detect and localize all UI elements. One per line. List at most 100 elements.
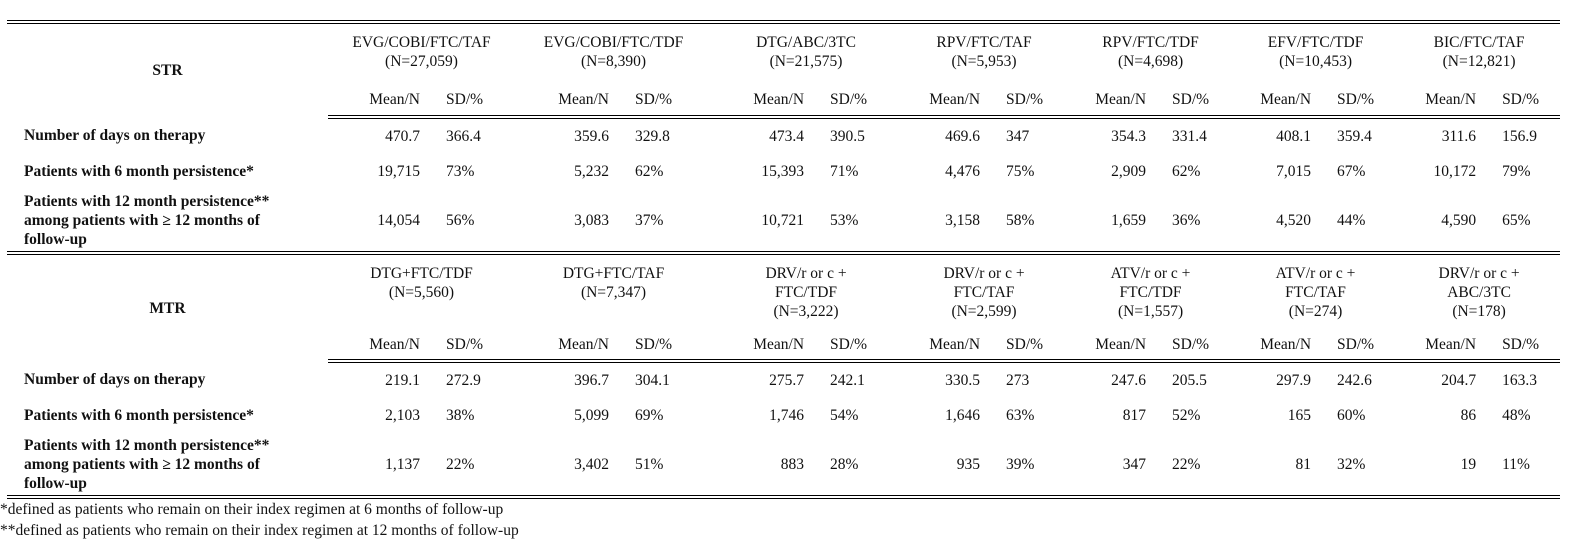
- mean-n-cell: 5,232: [574, 162, 609, 180]
- sd-pct-cell: 75%: [1006, 162, 1035, 180]
- subheader-row: Mean/N SD/% Mean/N SD/% Mean/N SD/% Mean/N SD/%…: [7, 335, 1561, 363]
- mean-n-header: Mean/N: [1068, 335, 1159, 363]
- mean-n-cell: 275.7: [769, 371, 805, 389]
- mean-n-cell: 354.3: [1111, 127, 1147, 145]
- mean-n-cell: 3,158: [900, 189, 993, 255]
- sd-pct-header: SD/%: [992, 90, 1069, 119]
- sd-pct-cell: 11%: [1488, 433, 1561, 499]
- sd-pct-header: SD/%: [1158, 335, 1234, 363]
- mean-n-cell: 15,393: [761, 162, 805, 180]
- mean-n-cell: 408.1: [1276, 127, 1312, 145]
- mean-n-cell: 219.1: [385, 371, 420, 389]
- sd-pct-cell: 62%: [1172, 162, 1201, 180]
- sd-pct-cell: 39%: [992, 433, 1069, 499]
- regimen-n: (N=27,059): [385, 53, 458, 70]
- table-row: Patients with 12 month persistence** amo…: [7, 433, 1561, 499]
- table-row: Patients with 6 month persistence* 2,103 3…: [7, 397, 1560, 433]
- regimen-header: DTG+FTC/TAF (N=7,347): [515, 251, 713, 335]
- sd-pct-header: SD/%: [1488, 335, 1561, 363]
- mean-n-header: Mean/N: [328, 90, 432, 119]
- table-row: Number of days on therapy 470.7 366.4 359.6…: [7, 117, 1560, 153]
- sd-pct-cell: 347: [1006, 127, 1030, 145]
- regimen-n: (N=4,698): [1117, 53, 1184, 70]
- table-row: Number of days on therapy 219.1 272.9 396.7…: [7, 361, 1560, 397]
- sd-pct-cell: 272.9: [446, 371, 481, 389]
- mean-n-cell: 1,659: [1068, 189, 1159, 255]
- regimen-name: ATV/r or c + FTC/TAF: [1275, 265, 1356, 301]
- mean-n-cell: 4,590: [1398, 189, 1489, 255]
- sd-pct-cell: 242.1: [830, 371, 865, 389]
- sd-pct-cell: 205.5: [1172, 371, 1207, 389]
- regimen-name: ATV/r or c + FTC/TDF: [1110, 265, 1191, 301]
- sd-pct-cell: 156.9: [1502, 127, 1537, 145]
- sd-pct-cell: 331.4: [1172, 127, 1207, 145]
- sd-pct-cell: 163.3: [1502, 371, 1537, 389]
- mean-n-header: Mean/N: [712, 90, 817, 119]
- sd-pct-cell: 22%: [432, 433, 515, 499]
- sd-pct-cell: 54%: [830, 406, 859, 424]
- mean-n-cell: 473.4: [769, 127, 805, 145]
- row-label: Number of days on therapy: [24, 126, 206, 144]
- sd-pct-cell: 56%: [432, 189, 515, 255]
- row-label: Patients with 6 month persistence*: [24, 162, 254, 180]
- sd-pct-cell: 52%: [1172, 406, 1201, 424]
- sd-pct-cell: 22%: [1158, 433, 1234, 499]
- mean-n-cell: 470.7: [385, 127, 420, 145]
- table-row: Patients with 12 month persistence** amo…: [7, 189, 1561, 255]
- regimen-header: EFV/FTC/TDF (N=10,453): [1233, 20, 1399, 90]
- section-title: STR: [7, 20, 328, 117]
- mean-n-cell: 330.5: [945, 371, 981, 389]
- regimen-header: DRV/r or c + FTC/TDF (N=3,222): [712, 251, 901, 335]
- mean-n-cell: 247.6: [1111, 371, 1147, 389]
- mean-n-cell: 396.7: [574, 371, 609, 389]
- mean-n-cell: 935: [900, 433, 993, 499]
- regimen-name: DTG+FTC/TAF: [562, 265, 665, 282]
- mean-n-cell: 4,476: [945, 162, 981, 180]
- mean-n-cell: 3,402: [515, 433, 621, 499]
- row-label: Patients with 12 month persistence** amo…: [7, 433, 328, 499]
- regimen-name: BIC/FTC/TAF: [1433, 34, 1525, 51]
- mean-n-header: Mean/N: [328, 335, 432, 363]
- regimen-header: DRV/r or c + FTC/TAF (N=2,599): [900, 251, 1069, 335]
- mean-n-header: Mean/N: [900, 90, 993, 119]
- sd-pct-cell: 51%: [621, 433, 713, 499]
- sd-pct-cell: 38%: [446, 406, 475, 424]
- sd-pct-cell: 53%: [816, 189, 901, 255]
- sd-pct-cell: 65%: [1488, 189, 1561, 255]
- regimen-n: (N=7,347): [580, 284, 647, 301]
- sd-pct-cell: 390.5: [830, 127, 865, 145]
- mean-n-cell: 1,746: [769, 406, 805, 424]
- sd-pct-cell: 304.1: [635, 371, 670, 389]
- regimen-header: EVG/COBI/FTC/TDF (N=8,390): [515, 20, 713, 90]
- sd-pct-cell: 60%: [1337, 406, 1366, 424]
- regimen-header: DRV/r or c + ABC/3TC (N=178): [1398, 251, 1561, 335]
- sd-pct-header: SD/%: [816, 90, 901, 119]
- regimen-n: (N=274): [1288, 303, 1343, 320]
- sd-pct-header: SD/%: [1323, 335, 1399, 363]
- subheader-row: Mean/N SD/% Mean/N SD/% Mean/N SD/% Mean/N SD/%…: [7, 90, 1561, 119]
- regimen-name: EVG/COBI/FTC/TDF: [543, 34, 684, 51]
- regimen-name: RPV/FTC/TAF: [936, 34, 1032, 51]
- mean-n-cell: 5,099: [574, 406, 609, 424]
- mean-n-cell: 204.7: [1441, 371, 1477, 389]
- mean-n-header: Mean/N: [1398, 90, 1489, 119]
- footnote-6-month: *defined as patients who remain on their…: [0, 501, 504, 518]
- regimen-name: EFV/FTC/TDF: [1267, 34, 1364, 51]
- regimen-header: ATV/r or c + FTC/TAF (N=274): [1233, 251, 1399, 335]
- mean-n-cell: 2,103: [385, 406, 420, 424]
- mean-n-cell: 347: [1068, 433, 1159, 499]
- regimen-n: (N=8,390): [580, 53, 647, 70]
- table-row: Patients with 6 month persistence* 19,715…: [7, 153, 1560, 189]
- mean-n-header: Mean/N: [1233, 335, 1324, 363]
- mean-n-cell: 2,909: [1111, 162, 1147, 180]
- sd-pct-header: SD/%: [816, 335, 901, 363]
- regimen-name: DTG/ABC/3TC: [756, 34, 856, 51]
- regimen-n: (N=5,560): [388, 284, 455, 301]
- sd-pct-cell: 44%: [1323, 189, 1399, 255]
- regimen-name: EVG/COBI/FTC/TAF: [352, 34, 491, 51]
- mean-n-header: Mean/N: [515, 90, 621, 119]
- regimen-name: DRV/r or c + FTC/TDF: [765, 265, 847, 301]
- sd-pct-cell: 69%: [635, 406, 664, 424]
- sd-pct-cell: 37%: [621, 189, 713, 255]
- sd-pct-cell: 48%: [1502, 406, 1531, 424]
